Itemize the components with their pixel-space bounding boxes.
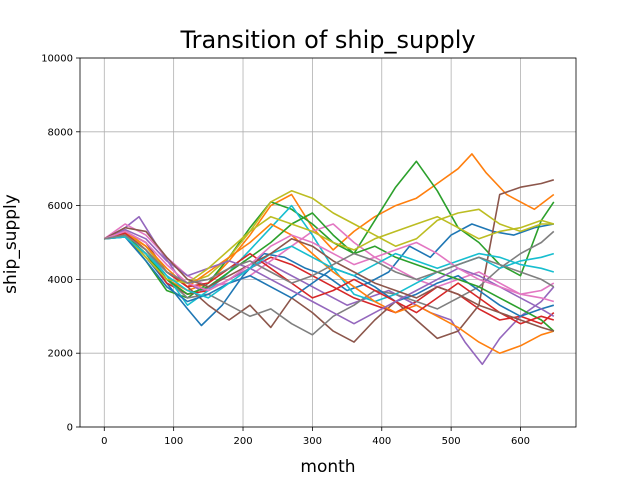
series-line-19 [104, 230, 555, 303]
x-tick-label: 100 [164, 436, 183, 447]
ticks-layer: 0 100 200 300 400 500 600020004000600080001000… [41, 54, 530, 448]
series-line-7 [103, 223, 555, 296]
y-tick-label: 10000 [41, 54, 73, 65]
series-line-15 [103, 228, 555, 325]
y-tick-label: 0 [67, 423, 73, 434]
series-line-4 [104, 236, 555, 325]
series-line-17 [104, 236, 555, 299]
x-tick-label: 300 [303, 436, 322, 447]
x-tick-label: 0 [101, 436, 107, 447]
series-line-12 [104, 223, 555, 355]
x-tick-label: 600 [511, 436, 530, 447]
y-tick-label: 2000 [48, 349, 73, 360]
series-line-16 [104, 215, 555, 284]
series-line-18 [103, 226, 555, 332]
x-tick-label: 400 [372, 436, 391, 447]
series-line-8 [104, 230, 555, 336]
chart-title: Transition of ship_supply [179, 26, 475, 54]
y-tick-label: 8000 [48, 127, 73, 138]
y-tick-label: 4000 [48, 275, 73, 286]
x-tick-label: 500 [442, 436, 461, 447]
series-line-1 [104, 223, 554, 327]
series-layer [103, 153, 555, 366]
series-line-13 [104, 212, 555, 332]
x-axis-label: month [300, 457, 355, 477]
x-tick-label: 200 [233, 436, 252, 447]
plot-frame [79, 57, 577, 428]
series-line-20 [104, 234, 555, 288]
y-axis-label: ship_supply [1, 194, 21, 294]
y-tick-label: 6000 [48, 201, 73, 212]
